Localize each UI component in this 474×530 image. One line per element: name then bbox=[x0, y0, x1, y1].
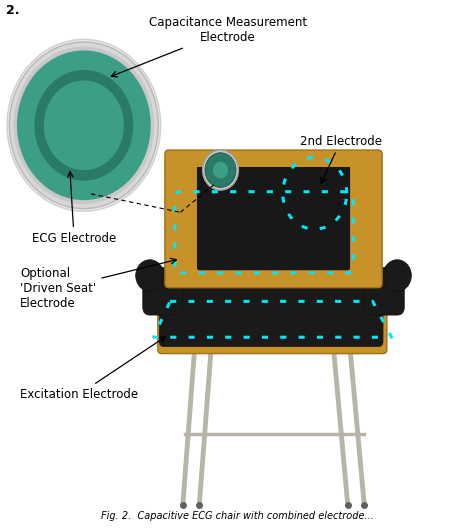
FancyBboxPatch shape bbox=[197, 154, 350, 270]
Circle shape bbox=[44, 81, 124, 170]
Circle shape bbox=[383, 260, 411, 292]
Circle shape bbox=[7, 39, 161, 211]
FancyBboxPatch shape bbox=[169, 154, 378, 167]
Text: 2.: 2. bbox=[6, 4, 19, 17]
Text: Excitation Electrode: Excitation Electrode bbox=[20, 337, 165, 401]
Circle shape bbox=[205, 153, 236, 188]
Circle shape bbox=[9, 42, 158, 209]
Circle shape bbox=[14, 47, 154, 204]
Circle shape bbox=[17, 50, 151, 200]
FancyBboxPatch shape bbox=[143, 268, 183, 315]
FancyBboxPatch shape bbox=[364, 268, 404, 315]
Text: Fig. 2.  Capacitive ECG chair with combined electrode...: Fig. 2. Capacitive ECG chair with combin… bbox=[100, 511, 374, 520]
FancyBboxPatch shape bbox=[159, 276, 383, 347]
Circle shape bbox=[213, 162, 228, 179]
Text: Optional
'Driven Seat'
Electrode: Optional 'Driven Seat' Electrode bbox=[20, 258, 176, 310]
Text: 2nd Electrode: 2nd Electrode bbox=[300, 135, 382, 183]
FancyBboxPatch shape bbox=[158, 271, 387, 354]
Circle shape bbox=[136, 260, 164, 292]
FancyBboxPatch shape bbox=[165, 150, 382, 288]
Text: Capacitance Measurement
Electrode: Capacitance Measurement Electrode bbox=[111, 16, 307, 77]
Text: ECG Electrode: ECG Electrode bbox=[32, 172, 116, 245]
Circle shape bbox=[202, 150, 238, 190]
Circle shape bbox=[35, 70, 133, 181]
